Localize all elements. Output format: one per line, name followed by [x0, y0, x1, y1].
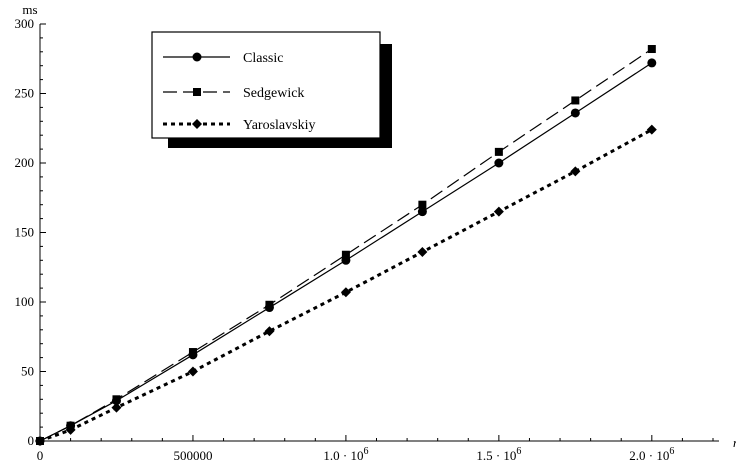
data-point-sedgewick: [341, 250, 350, 259]
y-tick-label: 150: [15, 225, 35, 240]
data-point-yaroslavskiy: [417, 246, 428, 257]
legend-swatch-marker: [192, 119, 202, 129]
x-tick-label: 0: [37, 448, 44, 463]
series-layer: [35, 45, 657, 446]
data-point-sedgewick: [494, 147, 503, 156]
data-point-sedgewick: [112, 395, 121, 404]
data-point-classic: [570, 108, 580, 118]
y-tick-label: 250: [15, 86, 35, 101]
y-tick-label: 200: [15, 155, 35, 170]
data-point-yaroslavskiy: [264, 326, 275, 337]
data-point-sedgewick: [647, 45, 656, 54]
legend-items: Classic Sedgewick Yaroslavskiy: [163, 51, 315, 133]
legend-label-sedgewick: Sedgewick: [243, 86, 304, 101]
legend-item-yaroslavskiy: Yaroslavskiy: [163, 118, 315, 133]
x-tick-label: 1.0 · 106: [323, 446, 368, 463]
data-point-yaroslavskiy: [493, 206, 504, 217]
legend-swatch-marker: [192, 52, 202, 62]
data-point-yaroslavskiy: [187, 366, 198, 377]
legend-label-yaroslavskiy: Yaroslavskiy: [243, 118, 315, 133]
series-yaroslavskiy: [35, 124, 657, 446]
data-point-yaroslavskiy: [646, 124, 657, 135]
legend-box: [151, 31, 381, 139]
data-point-yaroslavskiy: [111, 402, 122, 413]
data-point-yaroslavskiy: [65, 424, 76, 435]
series-line-yaroslavskiy: [39, 128, 653, 443]
legend-item-classic: Classic: [163, 51, 283, 66]
data-point-sedgewick: [418, 200, 427, 209]
data-point-classic: [417, 207, 427, 217]
legend-label-classic: Classic: [243, 51, 283, 66]
data-point-yaroslavskiy: [340, 287, 351, 298]
y-tick-label: 300: [15, 16, 35, 31]
x-tick-label: 500000: [173, 448, 212, 463]
data-point-classic: [494, 158, 504, 168]
y-tick-label: 50: [21, 364, 34, 379]
legend-swatch-marker: [193, 88, 201, 96]
data-point-yaroslavskiy: [570, 166, 581, 177]
data-point-classic: [647, 58, 657, 68]
data-point-sedgewick: [265, 300, 274, 309]
y-tick-label: 100: [15, 294, 35, 309]
y-tick-label: 0: [28, 433, 35, 448]
data-point-sedgewick: [571, 96, 580, 105]
x-tick-label: 1.5 · 106: [476, 446, 521, 463]
y-axis-unit-label: ms: [22, 2, 37, 17]
x-axis-unit-label: n: [733, 435, 736, 450]
legend-item-sedgewick: Sedgewick: [163, 86, 304, 101]
series-line-sedgewick: [39, 48, 653, 442]
x-tick-label: 2.0 · 106: [629, 446, 674, 463]
data-point-yaroslavskiy: [35, 436, 45, 446]
data-point-sedgewick: [188, 348, 197, 357]
axes: 0 50 100 150 200 250 300 0 500000 1.0 · 106 1.5 · …: [15, 2, 736, 463]
legend: Classic Sedgewick Yaroslavskiy: [151, 31, 392, 148]
series-line-classic: [39, 62, 653, 442]
